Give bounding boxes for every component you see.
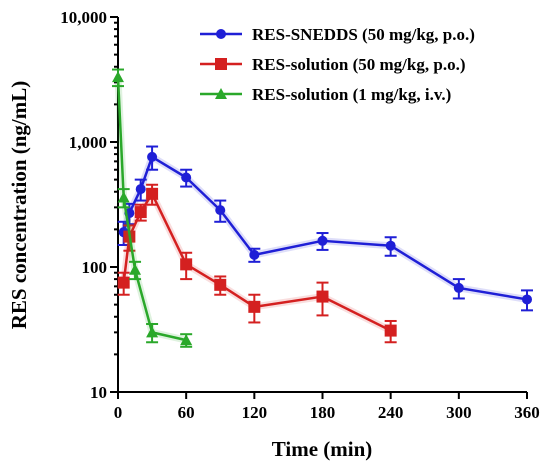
data-point xyxy=(453,282,464,293)
series-solution-iv xyxy=(112,68,193,348)
legend-label: RES-solution (1 mg/kg, i.v.) xyxy=(252,85,451,104)
data-point xyxy=(146,187,159,200)
y-tick-label: 10 xyxy=(90,383,107,402)
data-point xyxy=(112,71,124,83)
x-tick-label: 360 xyxy=(514,403,540,422)
x-tick-label: 60 xyxy=(178,403,195,422)
legend-item-solution-po: RES-solution (50 mg/kg, p.o.) xyxy=(200,55,465,74)
series-snedds xyxy=(117,145,533,312)
data-point xyxy=(317,235,328,246)
data-point xyxy=(117,191,130,203)
x-axis-title: Time (min) xyxy=(272,437,373,461)
y-tick-label: 1,000 xyxy=(69,133,107,152)
x-tick-label: 240 xyxy=(378,403,404,422)
legend-marker xyxy=(215,88,227,99)
y-tick-label: 100 xyxy=(82,258,108,277)
data-point xyxy=(134,206,147,219)
legend-marker xyxy=(216,29,226,39)
data-point xyxy=(180,334,193,346)
x-tick-label: 180 xyxy=(310,403,336,422)
y-axis-title: RES concentration (ng/mL) xyxy=(7,81,31,330)
data-point xyxy=(248,300,261,313)
data-point xyxy=(385,240,396,251)
x-ticks: 0 60 120 180 240 300 360 xyxy=(114,392,540,422)
legend-marker xyxy=(215,58,227,70)
data-point xyxy=(135,184,146,195)
data-point xyxy=(117,276,130,289)
series-layer xyxy=(112,68,533,348)
data-point xyxy=(215,205,226,216)
legend-item-solution-iv: RES-solution (1 mg/kg, i.v.) xyxy=(200,85,451,104)
legend: RES-SNEDDS (50 mg/kg, p.o.) RES-solution … xyxy=(200,25,475,104)
data-point xyxy=(522,294,532,305)
data-point xyxy=(180,258,193,271)
data-point xyxy=(249,249,260,260)
data-point xyxy=(214,278,227,291)
x-tick-label: 300 xyxy=(446,403,472,422)
y-tick-label: 10,000 xyxy=(60,8,107,27)
data-point xyxy=(147,151,158,162)
x-tick-label: 120 xyxy=(242,403,268,422)
legend-label: RES-SNEDDS (50 mg/kg, p.o.) xyxy=(252,25,475,44)
data-point xyxy=(384,324,397,337)
x-tick-label: 0 xyxy=(114,403,123,422)
legend-label: RES-solution (50 mg/kg, p.o.) xyxy=(252,55,465,74)
data-point xyxy=(129,263,142,275)
series-solution-po xyxy=(117,183,397,344)
data-point xyxy=(181,172,192,183)
legend-item-snedds: RES-SNEDDS (50 mg/kg, p.o.) xyxy=(200,25,475,44)
series-line-halo xyxy=(114,77,187,344)
y-ticks: 10 100 1,000 10,000 xyxy=(60,8,118,402)
data-point xyxy=(146,326,159,338)
data-point xyxy=(316,290,329,303)
